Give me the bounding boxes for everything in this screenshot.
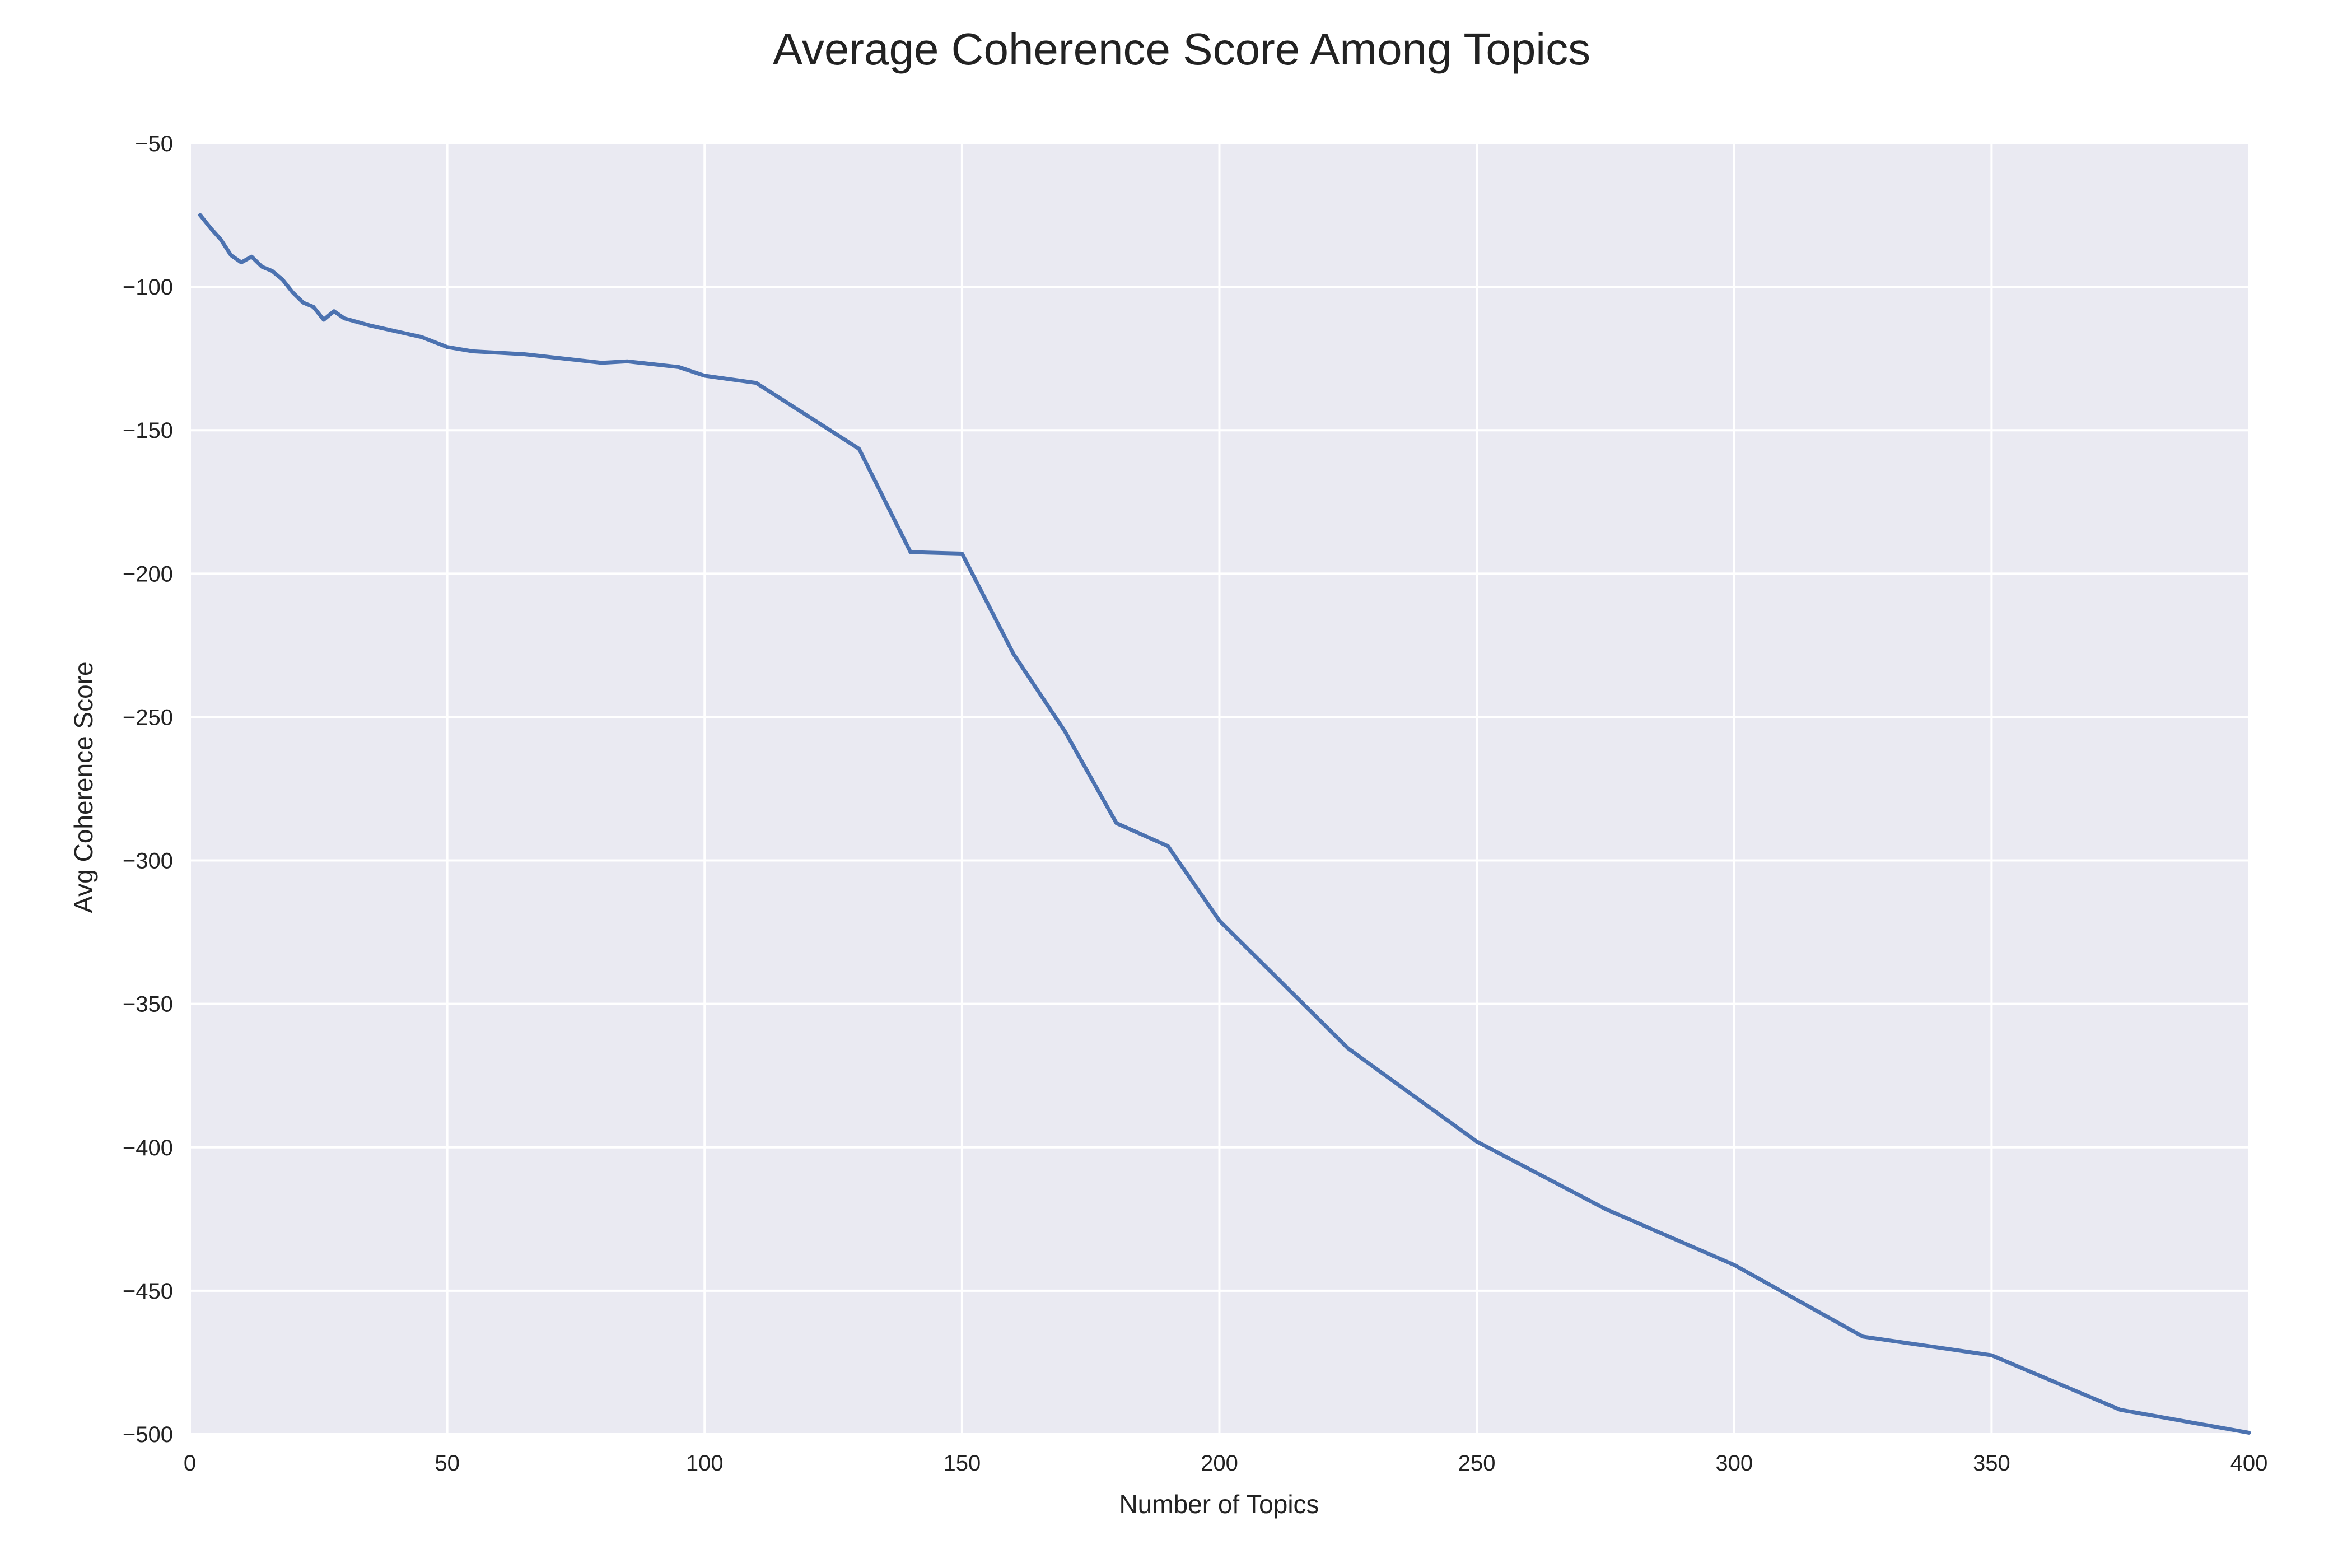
y-tick-label: −450 xyxy=(123,1279,173,1304)
x-tick-label: 300 xyxy=(1715,1451,1753,1476)
x-axis-label: Number of Topics xyxy=(1119,1490,1319,1519)
y-tick-label: −300 xyxy=(123,849,173,874)
y-tick-label: −250 xyxy=(123,705,173,730)
y-tick-label: −200 xyxy=(123,562,173,586)
y-tick-label: −150 xyxy=(123,418,173,443)
x-tick-label: 400 xyxy=(2230,1451,2268,1476)
y-axis-label: Avg Coherence Score xyxy=(69,661,98,913)
x-tick-label: 250 xyxy=(1458,1451,1496,1476)
x-tick-label: 150 xyxy=(944,1451,981,1476)
series-layer xyxy=(198,213,2251,1435)
y-tick-label: −100 xyxy=(123,275,173,300)
tick-labels: 0 50 100 150 200 250 300 350 400 −50 −100 −150 −200 −… xyxy=(123,132,2267,1476)
x-tick-label: 200 xyxy=(1201,1451,1238,1476)
y-tick-label: −500 xyxy=(123,1422,173,1447)
x-tick-label: 0 xyxy=(184,1451,196,1476)
y-tick-label: −50 xyxy=(135,132,173,156)
y-tick-label: −400 xyxy=(123,1136,173,1160)
grid-lines xyxy=(189,142,2250,1435)
x-tick-label: 100 xyxy=(686,1451,724,1476)
y-tick-label: −350 xyxy=(123,992,173,1017)
series-line xyxy=(198,213,2251,1435)
x-tick-label: 50 xyxy=(435,1451,460,1476)
chart-title: Average Coherence Score Among Topics xyxy=(773,24,1590,74)
x-tick-label: 350 xyxy=(1973,1451,2010,1476)
